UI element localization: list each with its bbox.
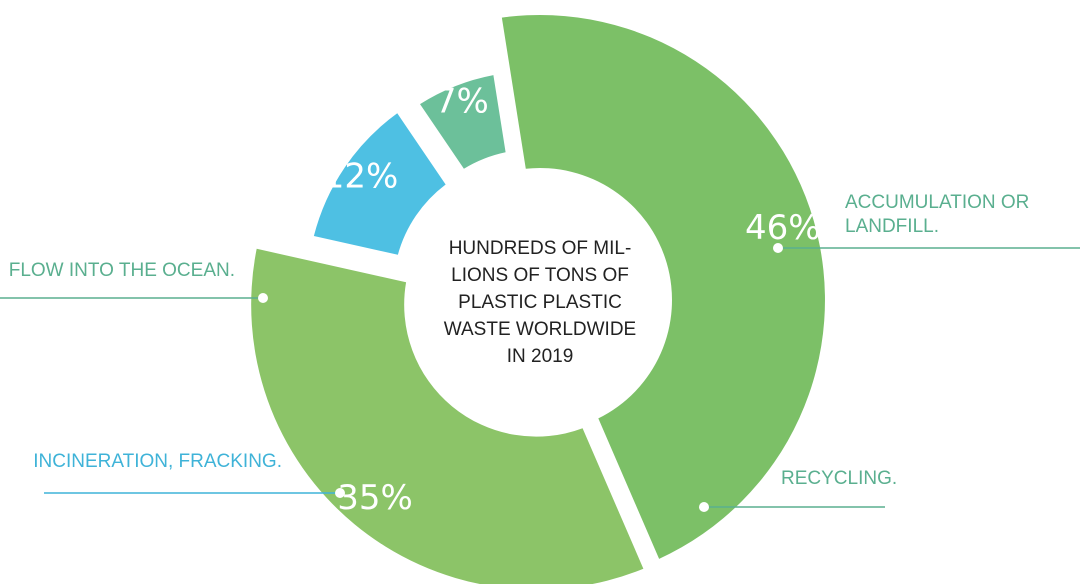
- callout-label-incineration: INCINERATION, FRACKING.: [33, 451, 282, 472]
- callout-dot-recycling: [699, 502, 709, 512]
- slice-incineration-value-label: 12%: [323, 157, 399, 197]
- slice-accumulation: [501, 15, 825, 559]
- slice-recycling-value-label: 35%: [337, 478, 413, 518]
- callout-dot-accumulation: [773, 243, 783, 253]
- slice-ocean: [420, 75, 506, 169]
- callout-label-ocean: FLOW INTO THE OCEAN.: [9, 260, 235, 281]
- callout-label-recycling: RECYCLING.: [781, 468, 897, 489]
- slice-ocean-value-label: 7%: [435, 81, 489, 121]
- slice-accumulation-value-label: 46%: [745, 208, 821, 248]
- callout-dot-incineration: [335, 488, 345, 498]
- callout-label-accumulation: ACCUMULATION OR LANDFILL.: [845, 192, 1029, 237]
- slice-recycling: [251, 248, 644, 584]
- slice-incineration: [313, 113, 446, 255]
- center-label: HUNDREDS OF MIL-LIONS OF TONS OF PLASTIC …: [444, 238, 636, 367]
- callout-dot-ocean: [258, 293, 268, 303]
